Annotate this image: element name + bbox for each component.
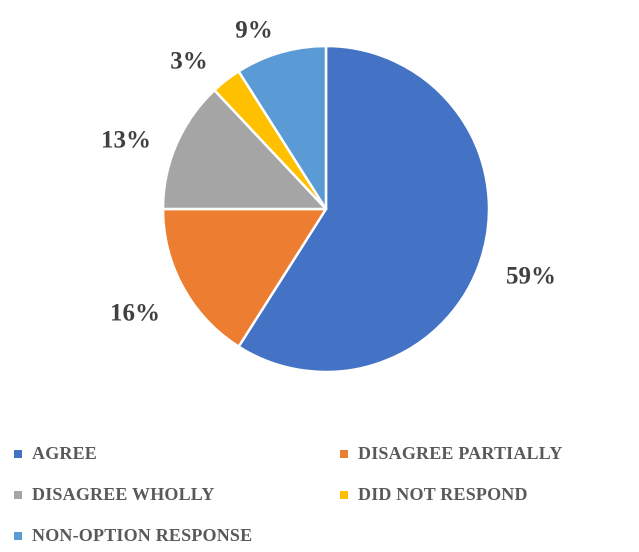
- pie-slices: [161, 44, 491, 374]
- pie-data-labels: 59% 16% 13% 3% 9%: [101, 17, 556, 327]
- slice-agree: [237, 44, 491, 374]
- data-label-disagree-partially: 16%: [110, 300, 160, 327]
- legend-item-non-option-response: NON-OPTION RESPONSE: [14, 525, 252, 546]
- data-label-did-not-respond: 3%: [170, 48, 208, 75]
- data-label-non-option-response: 9%: [235, 17, 273, 44]
- legend-item-agree: AGREE: [14, 443, 97, 464]
- legend-item-disagree-partially: DISAGREE PARTIALLY: [340, 443, 563, 464]
- legend-label-agree: AGREE: [32, 443, 98, 463]
- data-label-agree: 59%: [506, 263, 556, 290]
- data-label-disagree-wholly: 13%: [101, 127, 151, 154]
- legend-item-did-not-respond: DID NOT RESPOND: [340, 484, 528, 505]
- legend-label-disagree-wholly: DISAGREE WHOLLY: [32, 484, 215, 504]
- legend-swatch-disagree-wholly: [14, 490, 22, 499]
- legend-label-did-not-respond: DID NOT RESPOND: [358, 484, 528, 504]
- legend-item-disagree-wholly: DISAGREE WHOLLY: [14, 484, 215, 505]
- legend-swatch-disagree-partially: [340, 449, 348, 458]
- slice-disagree-wholly: [161, 88, 328, 211]
- legend-label-disagree-partially: DISAGREE PARTIALLY: [358, 443, 563, 463]
- legend-swatch-non-option-response: [14, 531, 22, 540]
- legend-label-non-option-response: NON-OPTION RESPONSE: [32, 525, 253, 545]
- legend-swatch-did-not-respond: [340, 490, 348, 499]
- slice-non-option-response: [237, 44, 328, 211]
- legend-swatch-agree: [14, 449, 22, 458]
- slice-disagree-partially: [161, 207, 328, 348]
